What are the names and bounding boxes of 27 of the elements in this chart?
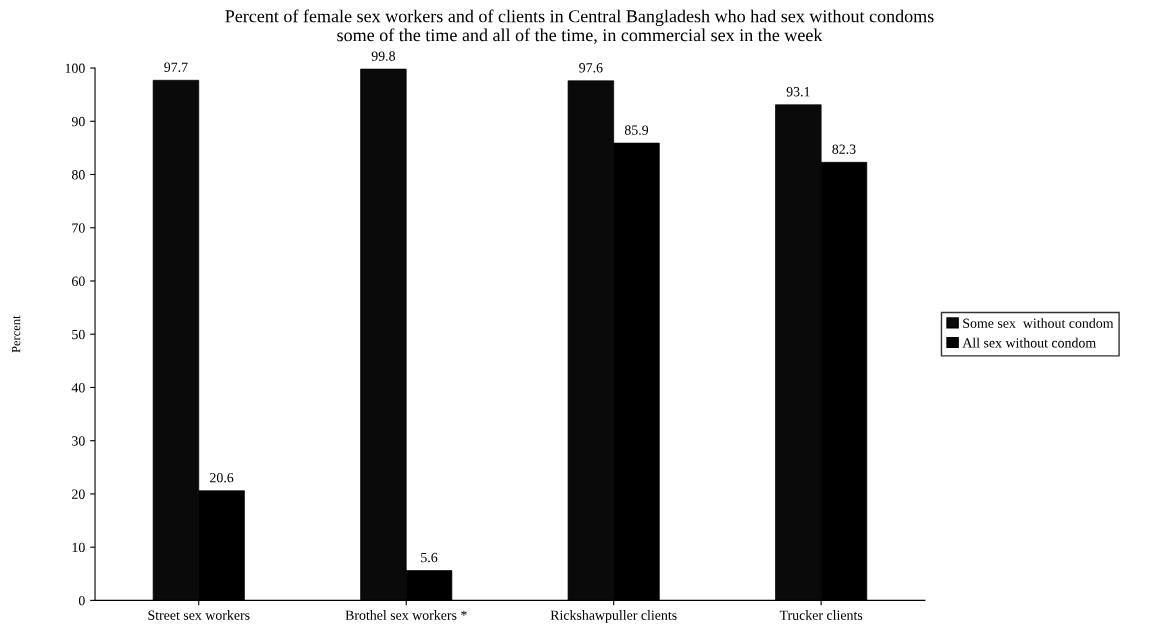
y-tick-label: 20 [72,489,85,499]
data-label: 85.9 [624,125,649,135]
y-tick-label: 0 [78,595,85,606]
data-label: 99.8 [371,51,396,61]
chart-title: Percent of female sex workers and of clients in Central Bangladesh who had sex without condoms some of the time and all of the time, in commercial sex in the week [225,9,934,44]
legend-label: All sex without condom [962,337,1096,348]
y-tick-label: 40 [71,383,85,393]
y-axis-title: Percent [11,315,21,353]
y-tick-label: 100 [65,63,85,73]
x-tick-label: Brothel sex workers * [345,610,467,620]
y-tick-label: 50 [72,329,85,340]
y-tick-label: 60 [72,276,85,286]
data-label: 5.6 [421,552,438,563]
x-tick-label: Street sex workers [148,610,250,620]
x-tick-label: Trucker clients [779,610,863,620]
data-label: 20.6 [210,472,234,483]
legend-label: Some sex without condom [963,318,1114,328]
data-label: 97.6 [579,63,603,73]
y-tick-label: 10 [72,542,85,553]
x-tick-label: Rickshawpuller clients [550,610,677,623]
y-tick-label: 80 [71,170,85,180]
data-label: 93.1 [786,87,810,97]
y-tick-label: 90 [71,116,85,127]
data-label: 97.7 [164,62,188,72]
data-label: 82.3 [832,144,856,154]
y-tick-label: 70 [72,223,85,233]
y-tick-label: 30 [72,436,85,446]
